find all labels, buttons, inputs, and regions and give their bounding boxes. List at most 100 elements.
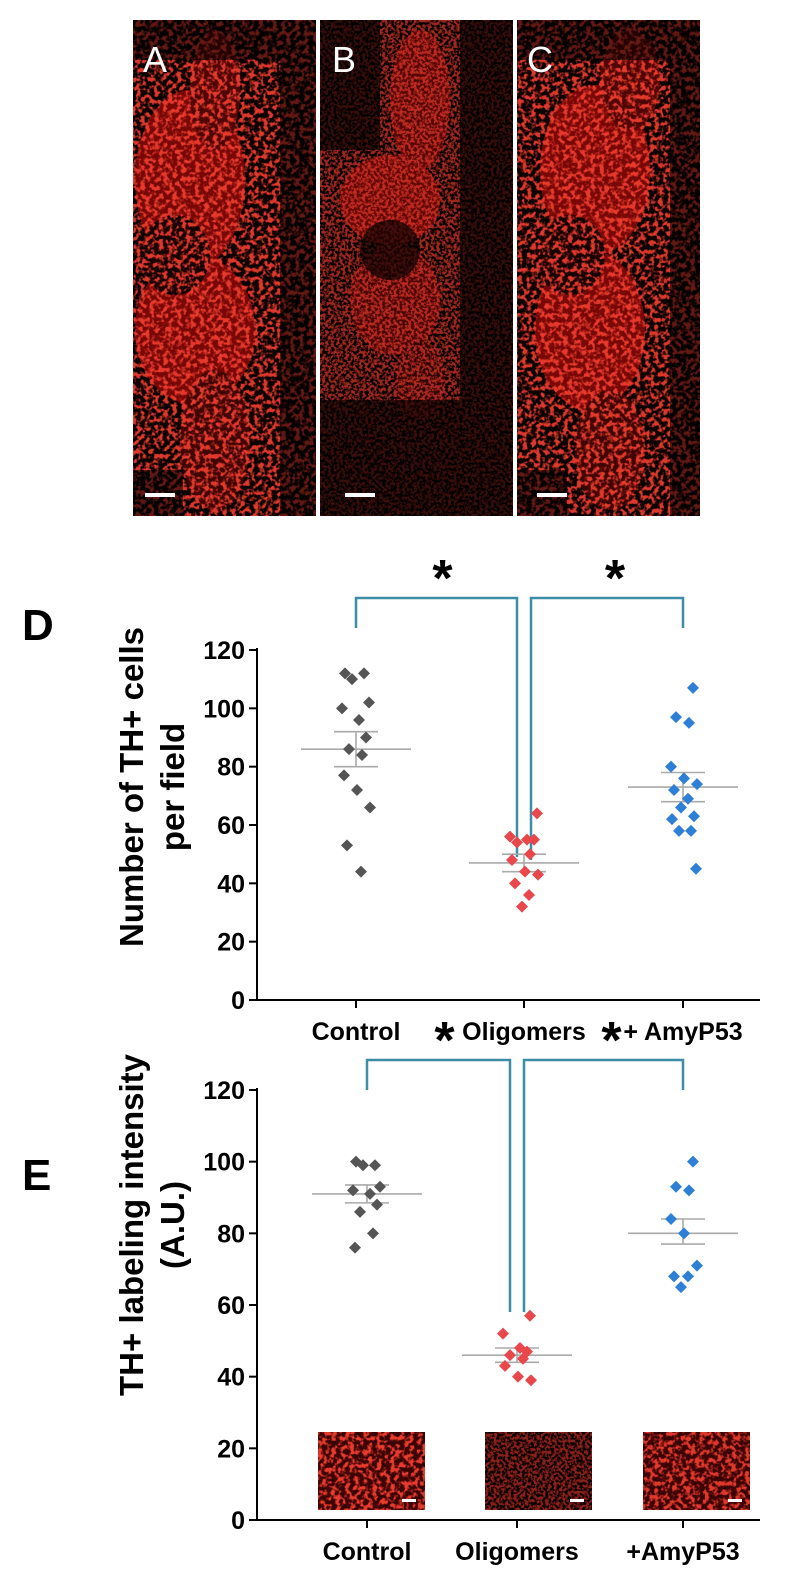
chart-d-y-tick-label: 40 (217, 870, 245, 898)
chart-d-significance-star: * (605, 550, 626, 608)
chart-d-data-point (363, 696, 375, 709)
micrograph-b: B (320, 20, 513, 516)
chart-d-significance-bracket (354, 596, 519, 857)
chart-e-data-point (512, 1370, 524, 1383)
chart-d-data-point (670, 711, 682, 724)
chart-e-y-tick-label: 80 (217, 1220, 245, 1248)
chart-d-data-point (351, 784, 363, 796)
chart-e-data-point (668, 1270, 680, 1283)
chart-d-data-point (336, 702, 348, 715)
chart-d-data-point (346, 673, 358, 686)
chart-e-y-tick-label: 0 (231, 1507, 245, 1535)
chart-e-data-point (670, 1180, 682, 1193)
chart-e-data-point (349, 1241, 361, 1254)
chart-e-data-point (367, 1227, 379, 1240)
chart-e-ylabel-line2: (A.U.) (154, 1181, 191, 1269)
chart-e-significance-bracket (365, 1058, 512, 1312)
chart-e-data-point (683, 1184, 695, 1197)
chart-d-data-point (666, 813, 678, 826)
chart-e-y-tick-label: 120 (203, 1077, 245, 1105)
chart-d-data-point (532, 868, 544, 881)
chart-d-data-point (531, 807, 543, 820)
panel-divider (316, 20, 320, 516)
chart-d-ylabel: Number of TH+ cells per field (113, 627, 191, 947)
chart-d-ylabel-line2: per field (154, 723, 191, 851)
chart-d-data-point (341, 839, 353, 852)
chart-d-data-point (678, 772, 690, 785)
inset-oligomers (485, 1432, 592, 1510)
chart-d-data-point (358, 667, 370, 680)
chart-e-data-point (504, 1349, 516, 1362)
chart-d-data-point (338, 769, 350, 782)
chart-d-data-point (687, 681, 699, 694)
chart-e-ylabel-line1: TH+ labeling intensity (113, 1053, 150, 1396)
chart-d-data-point (511, 836, 523, 849)
chart-e-data-point (675, 1281, 687, 1294)
chart-d-data-point (665, 760, 677, 773)
chart-e-significance-star: * (434, 1012, 455, 1070)
inset-control (318, 1432, 425, 1510)
inset-micrographs (318, 1432, 750, 1510)
chart-e-data-point (678, 1227, 690, 1240)
chart-d-data-point (675, 801, 687, 814)
chart-e-data-point (371, 1198, 383, 1211)
chart-e-data-point (357, 1159, 369, 1172)
micrograph-c: C (517, 20, 700, 516)
chart-e-x-tick-label: Oligomers (455, 1538, 579, 1566)
chart-d-data-point (685, 824, 697, 837)
chart-d-data-point (521, 833, 533, 846)
chart-d-y-tick-label: 0 (231, 987, 245, 1015)
chart-e-data-point (347, 1184, 359, 1197)
chart-d-data-point (691, 778, 703, 791)
chart-d-data-point (528, 833, 540, 846)
chart-d-y-tick-label: 20 (217, 929, 245, 957)
chart-d-significance-bracket (529, 596, 685, 860)
chart-d-significance-star: * (432, 550, 453, 608)
chart-e-y-tick-label: 40 (217, 1364, 245, 1392)
scale-bar (145, 493, 175, 497)
chart-d-data-point (506, 854, 518, 866)
chart-e-data-point (525, 1374, 537, 1387)
chart-d-data-point (364, 801, 376, 814)
chart-e-significance-star: * (601, 1012, 622, 1070)
chart-d-y-tick-label: 60 (217, 812, 245, 840)
chart-d-data-point (690, 862, 702, 875)
chart-e-y-tick-label: 100 (203, 1149, 245, 1177)
micrograph-a-label: A (143, 39, 167, 80)
chart-d-data-point (524, 848, 536, 861)
panel-d-letter: D (22, 601, 54, 650)
chart-d-data-point (353, 714, 365, 726)
chart-d-data-point (356, 749, 368, 761)
chart-d-data-point (523, 889, 535, 901)
chart-e: TH+ labeling intensity (A.U.) 0 20 40 60 80 1… (113, 1012, 760, 1566)
chart-d-x-tick-label: + AmyP53 (623, 1018, 742, 1046)
chart-e-data-point (374, 1180, 386, 1193)
chart-d-data-point (519, 865, 531, 878)
chart-d-data-point (673, 824, 685, 837)
scale-bar (537, 493, 567, 497)
chart-e-data-point (682, 1270, 694, 1283)
chart-e-ylabel: TH+ labeling intensity (A.U.) (113, 1053, 191, 1396)
chart-e-data-point (665, 1213, 677, 1225)
chart-d-x-tick-label: Oligomers (462, 1018, 586, 1046)
chart-d-data-point (343, 743, 355, 756)
chart-e-significance-bracket (522, 1058, 685, 1312)
chart-d-data-point (683, 716, 695, 729)
chart-e-data-point (369, 1159, 381, 1172)
chart-e-x-tick-label: +AmyP53 (626, 1538, 739, 1566)
panel-divider (513, 20, 517, 516)
chart-d-data-point (504, 830, 516, 843)
micrograph-a: A (133, 20, 316, 516)
chart-e-data-point (524, 1309, 536, 1322)
micrograph-panels: A B (133, 20, 700, 516)
chart-d-data-point (668, 784, 680, 796)
micrograph-b-label: B (332, 39, 356, 80)
panel-e-letter: E (22, 1151, 51, 1200)
inset-amyp53 (643, 1432, 750, 1510)
scale-bar (728, 1499, 742, 1502)
chart-e-data-point (499, 1359, 511, 1372)
chart-e-data-point (517, 1352, 529, 1365)
chart-d-y-tick-label: 100 (203, 695, 245, 723)
chart-e-x-tick-label: Control (323, 1538, 412, 1566)
